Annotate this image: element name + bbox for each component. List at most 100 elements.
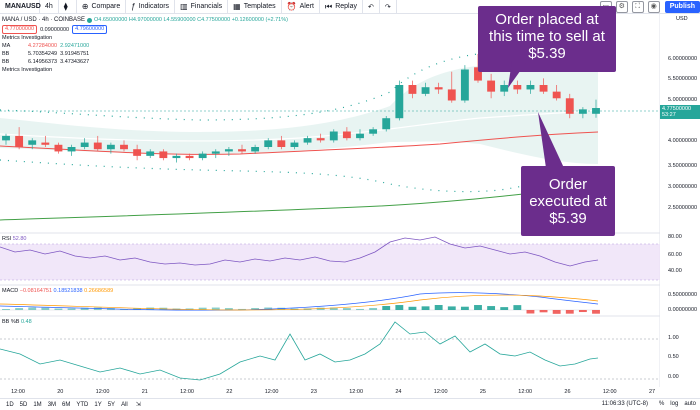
symbol-search[interactable]: MANAUSD: [0, 0, 41, 14]
callout-pointer-top: [508, 60, 528, 88]
bb2-label: BB: [2, 59, 10, 65]
spread-value: 0.09000000: [40, 26, 70, 33]
bbpb-axis[interactable]: 1.00 0.50 0.00: [660, 334, 700, 384]
ohlc-low: L4.55900000: [163, 17, 196, 23]
macd-signal-value: 0.26686589: [84, 288, 114, 294]
time-tick: 12:00: [95, 389, 110, 395]
redo-button[interactable]: ↷: [380, 0, 397, 14]
candle-body: [120, 144, 128, 150]
macd-tick: 0.00000000: [668, 307, 698, 313]
candle-body: [54, 144, 63, 152]
undo-icon: ↶: [367, 3, 374, 11]
range-button[interactable]: 1D: [6, 401, 14, 408]
rsi-line: [0, 236, 599, 267]
price-tick: 5.50000000: [668, 76, 698, 82]
time-tick: 26: [564, 389, 571, 395]
ma-line: [0, 131, 599, 155]
candle-body: [251, 147, 260, 152]
chart-legend: MANA / USD · 4h · COINBASE O4.65000000 H…: [2, 16, 288, 74]
range-button[interactable]: All: [121, 401, 128, 408]
templates-button[interactable]: ▦ Templates: [228, 0, 282, 14]
time-tick: 24: [395, 389, 402, 395]
range-button[interactable]: 1Y: [94, 401, 102, 408]
rsi-axis[interactable]: 80.00 60.00 40.00: [660, 234, 700, 284]
macd-hist-bar: [526, 310, 535, 314]
range-button[interactable]: 5D: [19, 401, 28, 408]
macd-hist-bar: [80, 307, 89, 310]
time-tick: 12:00: [180, 389, 194, 395]
candle-body: [303, 138, 312, 143]
macd-hist-bar: [474, 305, 482, 310]
range-button[interactable]: 3M: [47, 401, 57, 408]
sell-price-button[interactable]: 4.77000000: [2, 25, 38, 34]
percent-scale-toggle[interactable]: %: [658, 401, 665, 407]
macd-hist-bar: [15, 308, 24, 310]
price-tick: 3.00000000: [668, 184, 698, 190]
interval-button[interactable]: 4h: [40, 0, 59, 14]
indicators-button[interactable]: ƒ Indicators: [126, 0, 176, 14]
bbpb-tick: 0.50: [668, 354, 679, 360]
camera-icon[interactable]: ◉: [647, 1, 660, 13]
candle-body: [93, 142, 102, 150]
macd-hist-bar: [395, 305, 404, 310]
ohlc-close: C4.77500000: [197, 17, 231, 23]
metrics-label-2: Metrics Investigation: [2, 67, 53, 73]
range-button[interactable]: 5Y: [107, 401, 116, 408]
price-tick: 5.00000000: [668, 97, 698, 103]
range-button[interactable]: 1M: [33, 401, 42, 408]
fullscreen-icon[interactable]: ⛶: [631, 1, 644, 13]
time-tick: 22: [226, 389, 233, 395]
time-tick: 27: [648, 389, 656, 395]
candle-body: [211, 151, 220, 154]
time-axis[interactable]: 12:00 20 12:00 21 12:00 22 12:00 23 12:00 24 12:00…: [0, 387, 660, 397]
go-to-date-icon[interactable]: ⇲: [135, 402, 141, 408]
bbpb-tick: 0.00: [668, 374, 679, 380]
scale-options: % log auto: [659, 401, 696, 407]
candle-body: [159, 151, 168, 159]
candle-style-button[interactable]: ⧫: [59, 0, 77, 14]
range-button[interactable]: YTD: [76, 401, 89, 408]
rsi-tick: 80.00: [668, 234, 682, 240]
buy-price-button[interactable]: 4.79600000: [72, 25, 108, 34]
macd-hist-bar: [500, 307, 509, 310]
candle-body: [578, 109, 587, 114]
range-button[interactable]: 6M: [62, 401, 71, 408]
undo-button[interactable]: ↶: [363, 0, 380, 14]
candle-body: [369, 129, 378, 134]
ma-long-line: [0, 185, 599, 221]
candle-body: [329, 131, 338, 141]
macd-axis[interactable]: 0.50000000 0.00000000: [660, 288, 700, 318]
candle-body: [487, 80, 496, 92]
macd-hist-bar: [54, 308, 63, 310]
compare-button[interactable]: ⊕ Compare: [77, 0, 127, 14]
candle-body: [500, 85, 509, 92]
macd-hist-value: −0.08164751: [19, 288, 53, 294]
alert-button[interactable]: ⏰ Alert: [282, 0, 320, 14]
macd-hist-bar: [421, 306, 430, 310]
financials-button[interactable]: ▥ Financials: [175, 0, 229, 14]
candle-body: [421, 87, 430, 94]
callout-order-executed-text: Order executed at $5.39: [529, 176, 607, 227]
auto-scale-toggle[interactable]: auto: [684, 401, 696, 407]
clock-time[interactable]: 11:06:33 (UTC-8): [601, 401, 648, 407]
rsi-tick: 40.00: [668, 268, 682, 274]
candle-body: [2, 135, 10, 141]
candle-body: [264, 140, 273, 147]
symbol-title: MANA / USD · 4h · COINBASE: [2, 17, 86, 23]
time-tick: 20: [57, 389, 64, 395]
candle-body: [356, 133, 364, 139]
replay-button[interactable]: ⏮ Replay: [320, 0, 363, 14]
log-scale-toggle[interactable]: log: [670, 401, 679, 407]
callout-order-placed-text: Order placed at this time to sell at $5.…: [489, 11, 605, 62]
macd-hist-bar: [447, 306, 456, 310]
candle-body: [526, 85, 535, 90]
chart-canvas[interactable]: [0, 14, 660, 387]
ohlc-open: O4.65000000: [94, 17, 128, 23]
publish-button[interactable]: Publish: [664, 1, 700, 13]
macd-hist-bar: [251, 307, 260, 310]
macd-hist-bar: [487, 306, 496, 310]
price-axis[interactable]: 6.00000000 5.50000000 5.00000000 4.00000…: [660, 14, 700, 220]
settings-icon[interactable]: ⚙: [615, 1, 628, 13]
macd-hist-bar: [211, 307, 220, 310]
candle-body: [15, 135, 24, 147]
